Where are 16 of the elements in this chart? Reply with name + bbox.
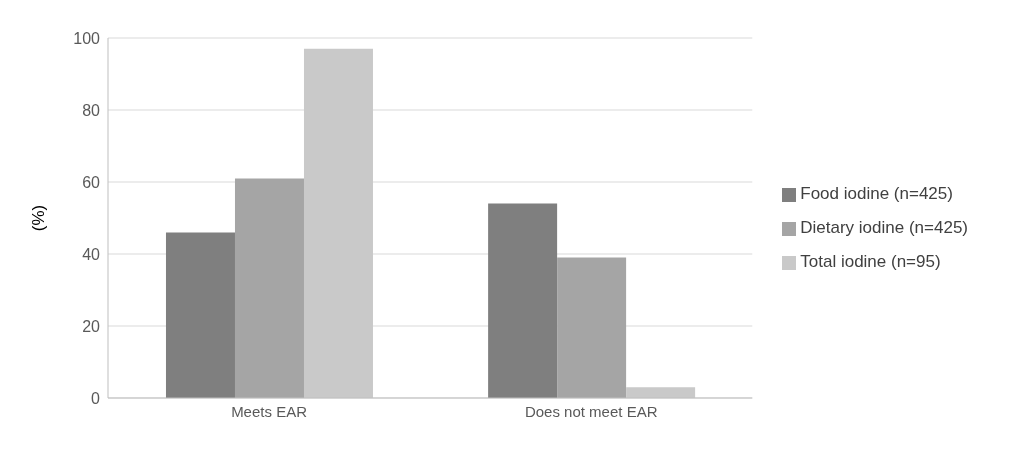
bar (557, 257, 627, 398)
legend-label: Total iodine (n=95) (800, 252, 941, 271)
y-tick-label: 60 (82, 173, 101, 191)
y-tick-label: 100 (73, 29, 101, 47)
y-axis-title: (%) (29, 204, 49, 232)
bar (488, 203, 558, 398)
x-tick-label: Does not meet EAR (524, 402, 658, 420)
bar (234, 178, 304, 398)
x-tick-label: Meets EAR (231, 402, 308, 420)
y-tick-label: 20 (82, 317, 101, 335)
legend-label: Food iodine (n=425) (800, 184, 953, 203)
legend-label: Dietary iodine (n=425) (800, 218, 968, 237)
y-tick-label: 40 (82, 245, 101, 263)
y-tick-label: 80 (82, 101, 101, 119)
bar (165, 232, 235, 398)
y-tick-label: 0 (91, 389, 101, 407)
